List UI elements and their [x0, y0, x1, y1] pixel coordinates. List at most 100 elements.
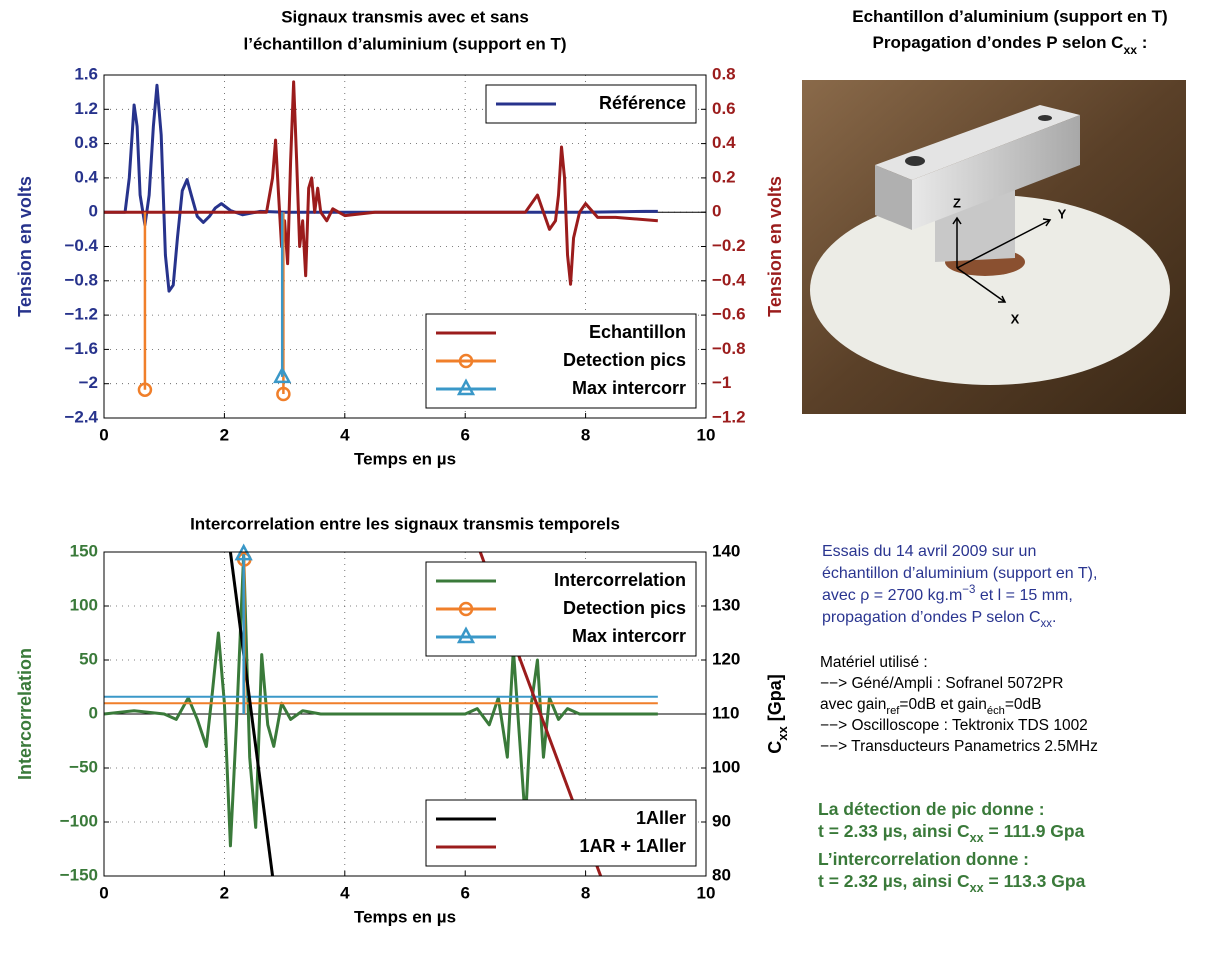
- y-tick-label: −0.8: [64, 270, 98, 289]
- y2-tick-label: −1.2: [712, 407, 746, 426]
- text-run: Essais du 14 avril 2009 sur un: [822, 543, 1036, 560]
- y-axis-label: Intercorrelation: [15, 648, 35, 780]
- x-tick-label: 6: [460, 425, 469, 444]
- y2-tick-label: 0.6: [712, 99, 736, 118]
- marker: [137, 382, 153, 397]
- y2-tick-label: 0: [712, 202, 721, 221]
- text-run: propagation d’ondes P selon C: [822, 609, 1041, 626]
- legend-label: Référence: [599, 93, 686, 113]
- marker: [456, 378, 476, 396]
- y-axis-label: Tension en volts: [15, 176, 35, 317]
- legend-label: Max intercorr: [572, 378, 686, 398]
- y-tick-label: 100: [70, 595, 98, 614]
- y2-tick-label: 80: [712, 865, 731, 884]
- axes-arrows: [952, 216, 1052, 303]
- y-tick-label: −2.4: [64, 407, 98, 426]
- result-line: L’intercorrelation donne :: [818, 849, 1029, 869]
- block-side: [875, 165, 912, 230]
- axis-label: X: [1011, 311, 1020, 326]
- legend-label: Intercorrelation: [554, 570, 686, 590]
- text-run: = 111.9 Gpa: [984, 821, 1085, 841]
- text-run: La détection de pic donne :: [818, 799, 1045, 819]
- text-run: = 113.3 Gpa: [984, 871, 1086, 891]
- axes-frame: [103, 74, 707, 419]
- y-tick-label: 150: [70, 541, 98, 560]
- marker: [276, 386, 291, 402]
- y2-tick-label: −0.2: [712, 236, 746, 255]
- block-top: [875, 105, 1080, 180]
- block-front: [912, 115, 1080, 230]
- x-tick-label: 2: [220, 425, 229, 444]
- y2-tick-label: 0.2: [712, 167, 736, 186]
- y2-tick-label: 130: [712, 595, 740, 614]
- text-run: −−> Oscilloscope : Tektronix TDS 1002: [820, 717, 1088, 734]
- result-line: t = 2.33 µs, ainsi Cxx = 111.9 Gpa: [818, 821, 1085, 846]
- legend-label: 1AR + 1Aller: [579, 836, 686, 856]
- y2-tick-label: −1: [712, 373, 731, 392]
- marker: [458, 353, 474, 369]
- y-tick-label: 0: [89, 703, 98, 722]
- subscript: ref: [886, 705, 900, 717]
- x-tick-label: 10: [697, 883, 716, 902]
- text-run: L’intercorrelation donne :: [818, 849, 1029, 869]
- legend-label: Detection pics: [563, 350, 686, 370]
- legend-label: Max intercorr: [572, 626, 686, 646]
- y2-tick-label: −0.8: [712, 339, 746, 358]
- x-axis-label: Temps en µs: [354, 449, 456, 468]
- y2-axis-label: Tension en volts: [765, 176, 785, 317]
- series-line: [104, 80, 658, 286]
- text-run: Tension en volts: [765, 176, 785, 317]
- y-tick-label: −100: [60, 811, 98, 830]
- photo-title: Echantillon d’aluminium (support en T): [852, 7, 1167, 26]
- x-tick-label: 4: [340, 883, 350, 902]
- result-line: La détection de pic donne :: [818, 799, 1045, 819]
- legend-label: Echantillon: [589, 322, 686, 342]
- equipment-line: avec gainref=0dB et gainéch=0dB: [820, 696, 1042, 717]
- x-axis-label: Temps en µs: [354, 907, 456, 926]
- subscript: xx: [970, 831, 984, 845]
- chart-title: Intercorrelation entre les signaux trans…: [190, 514, 620, 533]
- y-tick-label: −2: [79, 373, 98, 392]
- y-tick-label: 0.4: [74, 167, 98, 186]
- text-run: =0dB: [1005, 696, 1042, 713]
- subscript: xx: [1123, 43, 1137, 57]
- equipment-line: Matériel utilisé :: [820, 654, 928, 671]
- y-tick-label: 50: [79, 649, 98, 668]
- text-run: −−> Transducteurs Panametrics 2.5MHz: [820, 738, 1098, 755]
- axes-frame: [103, 551, 707, 877]
- y2-tick-label: 90: [712, 811, 731, 830]
- text-run: −−> Géné/Ampli : Sofranel 5072PR: [820, 675, 1063, 692]
- text-run: Matériel utilisé :: [820, 654, 928, 671]
- series-line: [104, 552, 658, 848]
- legend-box: [425, 799, 697, 867]
- axis-label: Y: [1058, 206, 1067, 221]
- photo: Z Y X: [802, 80, 1186, 414]
- y-tick-label: 0: [89, 202, 98, 221]
- legend-label: Detection pics: [563, 598, 686, 618]
- text-run: et l = 15 mm,: [975, 587, 1072, 604]
- description-line: propagation d’ondes P selon Cxx.: [822, 609, 1057, 630]
- x-tick-label: 2: [220, 883, 229, 902]
- y-tick-label: 1.6: [74, 64, 98, 83]
- y-tick-label: −0.4: [64, 236, 98, 255]
- chart-title: l’échantillon d’aluminium (support en T): [244, 34, 567, 53]
- description-line: avec ρ = 2700 kg.m−3 et l = 15 mm,: [822, 584, 1073, 604]
- y2-tick-label: 0.8: [712, 64, 736, 83]
- y-tick-label: 0.8: [74, 133, 98, 152]
- subscript: xx: [775, 726, 790, 741]
- photo-title: Propagation d’ondes P selon Cxx :: [873, 33, 1148, 57]
- y-tick-label: −150: [60, 865, 98, 884]
- text-run: [Gpa]: [765, 674, 785, 726]
- y2-tick-label: −0.4: [712, 270, 746, 289]
- marker: [273, 366, 292, 384]
- equipment-line: −−> Transducteurs Panametrics 2.5MHz: [820, 738, 1098, 755]
- series-layer: [104, 552, 658, 876]
- marker: [234, 543, 253, 561]
- y2-tick-label: 100: [712, 757, 740, 776]
- text-run: Echantillon d’aluminium (support en T): [852, 7, 1167, 26]
- legend-label: 1Aller: [636, 808, 686, 828]
- y2-tick-label: 140: [712, 541, 740, 560]
- y2-tick-label: 120: [712, 649, 740, 668]
- subscript: xx: [1041, 618, 1053, 630]
- x-tick-label: 6: [460, 883, 469, 902]
